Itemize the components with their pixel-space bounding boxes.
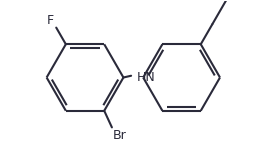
Text: Br: Br bbox=[113, 129, 127, 142]
Text: HN: HN bbox=[137, 71, 155, 84]
Text: F: F bbox=[47, 13, 54, 27]
